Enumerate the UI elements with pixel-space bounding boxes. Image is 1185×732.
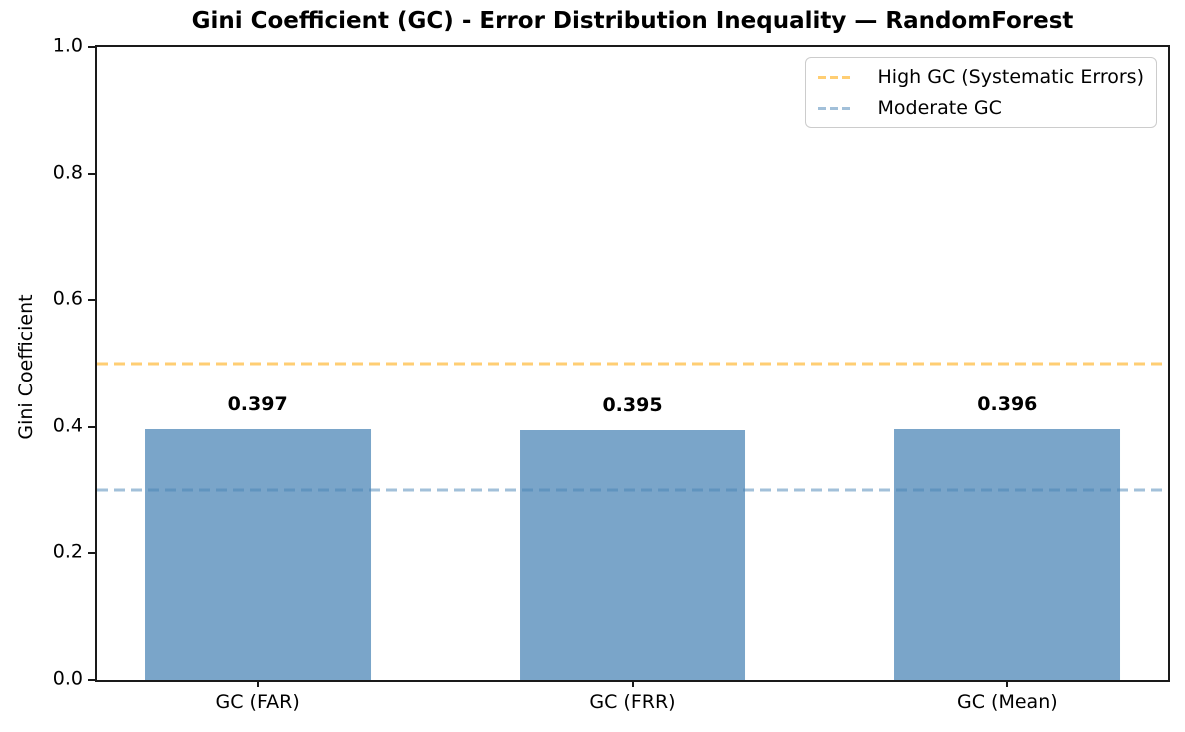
- legend-line-sample: [817, 106, 851, 110]
- y-tick-mark: [88, 299, 95, 302]
- y-tick-mark: [88, 679, 95, 681]
- y-tick-label: 0.2: [52, 540, 83, 563]
- x-tick-mark: [631, 680, 634, 687]
- bar-value-label: 0.397: [227, 392, 288, 415]
- y-tick-mark: [88, 425, 95, 428]
- legend-line-sample: [817, 75, 851, 79]
- y-tick-label: 0.8: [52, 161, 83, 184]
- x-tick-label: GC (Mean): [957, 691, 1058, 713]
- y-tick-label: 0.4: [52, 414, 83, 437]
- legend-item-label: Moderate GC: [877, 97, 1002, 119]
- y-axis-label: Gini Coefficient: [15, 294, 37, 440]
- x-tick-label: GC (FAR): [215, 691, 300, 713]
- y-tick-mark: [88, 172, 95, 175]
- y-tick-label: 0.6: [52, 287, 83, 310]
- legend: High GC (Systematic Errors) Moderate GC: [804, 57, 1157, 128]
- plot-area: 0.397 GC (FAR) 0.395 GC (FRR) 0.396 GC (Mean)…: [53, 36, 1170, 712]
- y-tick-label: 1.0: [52, 34, 83, 57]
- bar: [519, 429, 746, 680]
- x-tick-mark: [256, 680, 259, 687]
- chart-title: Gini Coefficient (GC) - Error Distributi…: [191, 8, 1074, 34]
- x-tick-label: GC (FRR): [589, 691, 676, 713]
- y-tick-mark: [88, 46, 95, 48]
- bar: [144, 428, 371, 680]
- threshold-line: [97, 488, 1168, 492]
- y-tick-mark: [88, 552, 95, 555]
- legend-item: High GC (Systematic Errors): [817, 65, 1144, 89]
- bar-value-label: 0.396: [977, 393, 1038, 416]
- bar: [894, 429, 1121, 680]
- bar-value-label: 0.395: [602, 394, 663, 417]
- y-tick-label: 0.0: [52, 667, 83, 690]
- legend-item: Moderate GC: [817, 96, 1144, 120]
- threshold-line: [97, 362, 1168, 365]
- legend-item-label: High GC (Systematic Errors): [877, 66, 1144, 88]
- x-tick-mark: [1006, 680, 1009, 687]
